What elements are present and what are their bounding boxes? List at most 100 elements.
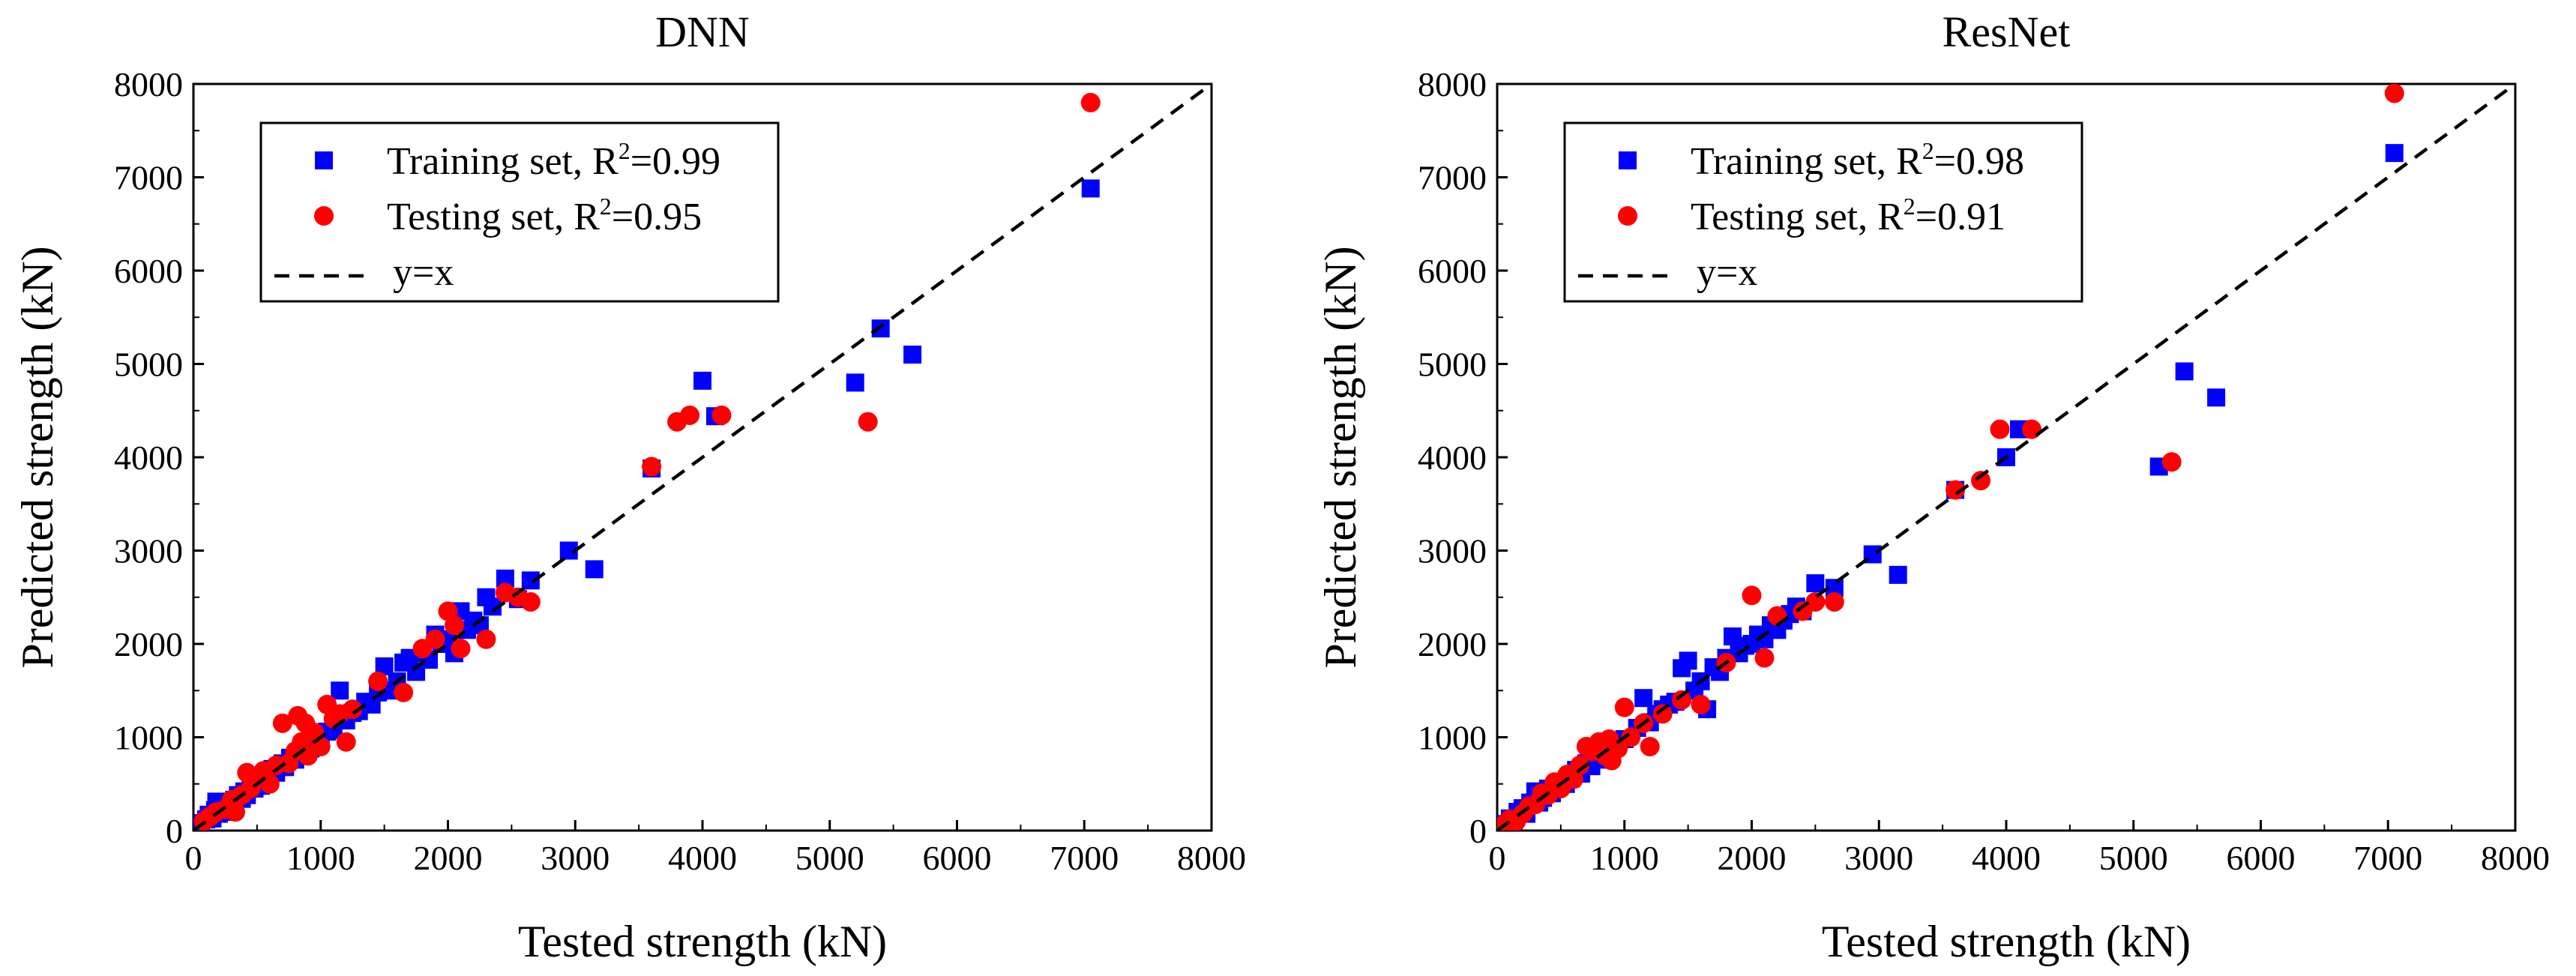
- dnn-testing-set-point: [425, 629, 445, 649]
- dnn-chart-panel: DNN 0 1000 2000 3000 4000 5000 6000 7000 8000 0 100…: [13, 7, 1246, 966]
- resnet-legend-label: y=x: [1697, 251, 1757, 294]
- dnn-y-tick-label: 8000: [114, 65, 183, 103]
- resnet-training-set-point: [2207, 388, 2226, 407]
- resnet-legend: Training set, R2=0.98 Testing set, R2=0.9…: [1563, 121, 2083, 303]
- dnn-x-tick-label: 8000: [1177, 839, 1246, 877]
- dnn-y-tick-label: 5000: [114, 346, 183, 384]
- resnet-testing-set-point: [1824, 591, 1844, 612]
- dnn-training-set-point: [846, 373, 864, 392]
- resnet-x-tick-label: 6000: [2227, 839, 2296, 877]
- resnet-x-tick-label: 3000: [1844, 839, 1913, 877]
- dnn-x-tick-label: 3000: [541, 839, 610, 877]
- dnn-testing-set-point: [368, 671, 388, 691]
- resnet-testing-set-point: [1971, 471, 1991, 491]
- dnn-x-axis-label: Tested strength (kN): [518, 917, 887, 966]
- resnet-testing-set-point: [1672, 690, 1692, 710]
- dnn-training-set-point: [693, 371, 711, 390]
- dnn-y-tick-label: 3000: [114, 532, 183, 570]
- resnet-testing-set-point: [1640, 736, 1660, 756]
- resnet-x-tick-label: 1000: [1590, 839, 1659, 877]
- dnn-x-tick-label: 5000: [795, 839, 864, 877]
- resnet-testing-set-point: [1805, 591, 1826, 612]
- dnn-testing-set-point: [259, 774, 280, 794]
- dnn-training-set-point: [331, 681, 349, 700]
- dnn-testing-set-point: [343, 699, 363, 720]
- resnet-training-set-point: [1679, 651, 1697, 670]
- dnn-testing-set-point: [520, 591, 541, 612]
- resnet-reference-line: [1497, 84, 2515, 831]
- resnet-testing-set-point: [2384, 84, 2404, 103]
- resnet-testing-set-point: [1742, 585, 1762, 606]
- resnet-legend-box: [1563, 121, 2083, 303]
- resnet-x-tick-label: 4000: [1972, 839, 2041, 877]
- resnet-x-tick-label: 8000: [2481, 839, 2550, 877]
- dnn-data-layer: [193, 84, 1212, 831]
- resnet-y-tick-label: 4000: [1418, 439, 1487, 477]
- resnet-testing-set-point: [1691, 694, 1711, 714]
- dnn-testing-set-point: [394, 682, 414, 702]
- dnn-y-tick-label: 6000: [114, 252, 183, 290]
- resnet-legend-square-marker: [1619, 151, 1637, 169]
- dnn-legend-label: y=x: [393, 251, 454, 294]
- resnet-testing-set-point: [2161, 452, 2182, 472]
- dnn-y-axis-label: Predicted strength (kN): [13, 246, 62, 668]
- dnn-testing-set-point: [1080, 92, 1101, 112]
- resnet-testing-set-point: [1614, 697, 1634, 717]
- resnet-y-axis-label: Predicted strength (kN): [1316, 246, 1365, 668]
- resnet-y-tick-label: 2000: [1418, 625, 1487, 663]
- resnet-x-axis-label: Tested strength (kN): [1822, 917, 2191, 966]
- resnet-testing-set-point: [1621, 727, 1641, 747]
- resnet-testing-set-point: [1652, 704, 1673, 724]
- dnn-y-tick-label: 2000: [114, 625, 183, 663]
- dnn-y-tick-label: 4000: [114, 439, 183, 477]
- dnn-x-tick-label: 6000: [923, 839, 992, 877]
- dnn-legend-box: [259, 121, 780, 303]
- dnn-chart-title: DNN: [655, 7, 750, 56]
- dnn-testing-set-point: [476, 629, 496, 649]
- dnn-training-set-point: [585, 560, 604, 579]
- dnn-legend: Training set, R2=0.99 Testing set, R2=0.9…: [259, 121, 780, 303]
- dnn-testing-set-point: [310, 736, 331, 756]
- resnet-testing-set-point: [1767, 606, 1787, 626]
- resnet-legend-label: Testing set, R2=0.91: [1691, 193, 2005, 238]
- resnet-training-set-point: [1634, 689, 1653, 708]
- dnn-y-tick-label: 7000: [114, 159, 183, 197]
- resnet-chart-panel: ResNet 0 1000 2000 3000 4000 5000 6000 7000 8000 0…: [1316, 7, 2550, 966]
- dnn-training-set-point: [1081, 179, 1100, 198]
- resnet-training-set-point: [2175, 362, 2194, 381]
- dnn-x-tick-label: 2000: [414, 839, 483, 877]
- resnet-training-set-point: [1806, 574, 1825, 593]
- resnet-y-tick-label: 8000: [1418, 65, 1487, 103]
- dnn-testing-set-point: [680, 405, 700, 425]
- dnn-x-tick-label: 4000: [668, 839, 737, 877]
- dnn-testing-set-point: [642, 457, 662, 477]
- resnet-testing-set-point: [1570, 755, 1590, 775]
- dnn-y-tick-label: 1000: [114, 719, 183, 757]
- resnet-x-tick-label: 2000: [1718, 839, 1787, 877]
- resnet-y-tick-label: 5000: [1418, 346, 1487, 384]
- dnn-testing-set-point: [711, 405, 732, 425]
- resnet-y-tick-label: 0: [1469, 812, 1487, 850]
- dnn-legend-label: Testing set, R2=0.95: [387, 193, 702, 238]
- dnn-reference-line: [193, 84, 1212, 831]
- resnet-x-tick-label: 5000: [2099, 839, 2168, 877]
- resnet-y-tick-label: 1000: [1418, 719, 1487, 757]
- dnn-testing-set-point: [226, 802, 246, 822]
- resnet-training-set-point: [2385, 144, 2404, 163]
- resnet-y-tick-label: 6000: [1418, 252, 1487, 290]
- resnet-legend-circle-marker: [1618, 206, 1637, 226]
- dnn-legend-circle-marker: [314, 206, 334, 226]
- dnn-y-tick-label: 0: [166, 812, 183, 850]
- dnn-testing-set-point: [272, 713, 292, 733]
- resnet-testing-set-point: [1990, 419, 2010, 439]
- dnn-training-set-point: [903, 346, 922, 364]
- dnn-testing-set-point: [858, 412, 878, 432]
- resnet-testing-set-point: [1945, 480, 1966, 500]
- dnn-x-tick-label: 7000: [1050, 839, 1119, 877]
- resnet-x-tick-label: 0: [1489, 839, 1506, 877]
- resnet-testing-set-point: [1754, 648, 1775, 668]
- dnn-legend-label: Training set, R2=0.99: [387, 137, 720, 183]
- resnet-legend-label: Training set, R2=0.98: [1691, 137, 2024, 183]
- dnn-x-tick-label: 0: [185, 839, 202, 877]
